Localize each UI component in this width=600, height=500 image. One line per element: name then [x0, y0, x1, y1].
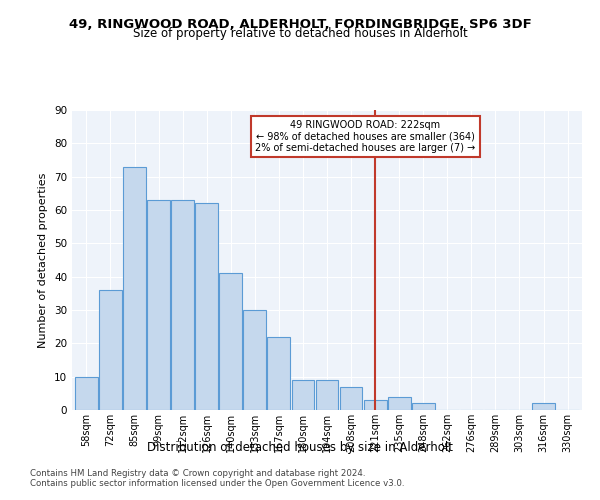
Text: Contains public sector information licensed under the Open Government Licence v3: Contains public sector information licen… [30, 478, 404, 488]
Text: Distribution of detached houses by size in Alderholt: Distribution of detached houses by size … [147, 441, 453, 454]
Bar [195, 204, 218, 410]
Bar [412, 404, 434, 410]
Bar [532, 404, 555, 410]
Text: Contains HM Land Registry data © Crown copyright and database right 2024.: Contains HM Land Registry data © Crown c… [30, 468, 365, 477]
Bar [99, 290, 122, 410]
Bar [147, 200, 170, 410]
Bar [75, 376, 98, 410]
Bar [123, 166, 146, 410]
Bar [220, 274, 242, 410]
Bar [364, 400, 386, 410]
Bar [244, 310, 266, 410]
Bar [340, 386, 362, 410]
Y-axis label: Number of detached properties: Number of detached properties [38, 172, 49, 348]
Bar [171, 200, 194, 410]
Text: 49 RINGWOOD ROAD: 222sqm
← 98% of detached houses are smaller (364)
2% of semi-d: 49 RINGWOOD ROAD: 222sqm ← 98% of detach… [256, 120, 476, 153]
Bar [316, 380, 338, 410]
Bar [268, 336, 290, 410]
Bar [388, 396, 410, 410]
Bar [292, 380, 314, 410]
Text: Size of property relative to detached houses in Alderholt: Size of property relative to detached ho… [133, 28, 467, 40]
Text: 49, RINGWOOD ROAD, ALDERHOLT, FORDINGBRIDGE, SP6 3DF: 49, RINGWOOD ROAD, ALDERHOLT, FORDINGBRI… [68, 18, 532, 30]
